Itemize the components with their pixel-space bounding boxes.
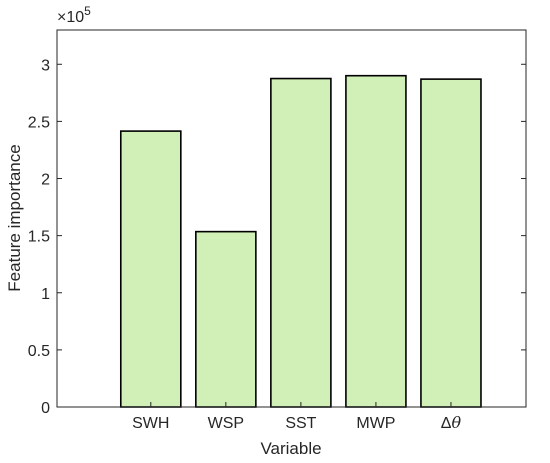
y-tick-label: 3 bbox=[41, 57, 50, 74]
y-tick-label: 2 bbox=[41, 172, 50, 189]
y-multiplier-base: ×10 bbox=[57, 9, 84, 26]
x-tick-label: SWH bbox=[132, 415, 169, 432]
x-tick-label: MWP bbox=[356, 415, 395, 432]
y-tick-label: 1.5 bbox=[28, 229, 50, 246]
x-tick-label: WSP bbox=[208, 415, 244, 432]
bar-4 bbox=[345, 74, 407, 408]
y-tick-label: 1 bbox=[41, 286, 50, 303]
bar-3 bbox=[270, 77, 332, 408]
axes-box bbox=[56, 29, 527, 408]
y-axis-multiplier: ×105 bbox=[57, 4, 91, 26]
y-ticks-group: 0 0.5 1 1.5 2 2.5 3 bbox=[28, 57, 526, 417]
bar-5 bbox=[420, 78, 482, 408]
y-tick-label: 0 bbox=[41, 400, 50, 417]
x-tick-label: SST bbox=[285, 415, 316, 432]
x-axis-label: Variable bbox=[260, 439, 321, 458]
y-multiplier-exponent: 5 bbox=[84, 4, 91, 18]
bar-1 bbox=[119, 130, 182, 408]
x-ticks-group: SWH WSP SST MWP Δθ bbox=[132, 402, 461, 432]
y-axis-label: Feature importance bbox=[5, 144, 24, 291]
y-tick-label: 2.5 bbox=[28, 114, 50, 131]
x-tick-label: Δθ bbox=[441, 413, 462, 432]
bar-2 bbox=[195, 230, 257, 408]
bars-group bbox=[119, 74, 482, 408]
y-tick-label: 0.5 bbox=[28, 343, 50, 360]
